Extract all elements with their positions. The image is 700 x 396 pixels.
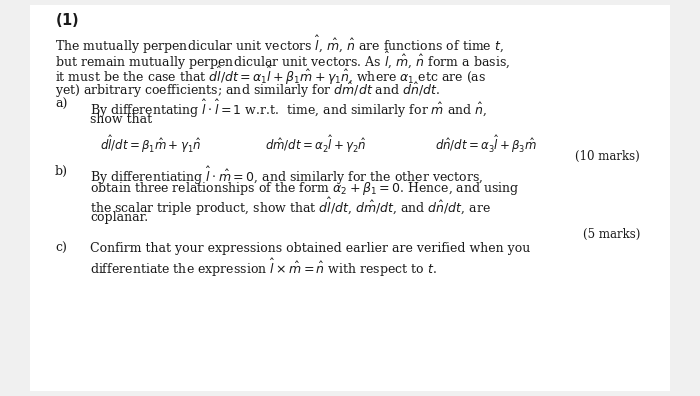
- Text: (5 marks): (5 marks): [582, 228, 640, 241]
- Text: show that: show that: [90, 113, 152, 126]
- Text: $d\hat{n}/dt = \alpha_3\hat{l} + \beta_3\hat{m}$: $d\hat{n}/dt = \alpha_3\hat{l} + \beta_3…: [435, 133, 537, 155]
- Text: (10 marks): (10 marks): [575, 149, 640, 162]
- Text: $d\hat{m}/dt = \alpha_2\hat{l} + \gamma_2\hat{n}$: $d\hat{m}/dt = \alpha_2\hat{l} + \gamma_…: [265, 133, 367, 155]
- Text: coplanar.: coplanar.: [90, 211, 148, 225]
- Text: By differentiating $\hat{l} \cdot \hat{m} = 0$, and similarly for the other vect: By differentiating $\hat{l} \cdot \hat{m…: [90, 165, 483, 187]
- Text: By differentating $\hat{l} \cdot \hat{l} = 1$ w.r.t.  time, and similarly for $\: By differentating $\hat{l} \cdot \hat{l}…: [90, 97, 487, 120]
- Text: Confirm that your expressions obtained earlier are verified when you: Confirm that your expressions obtained e…: [90, 242, 531, 255]
- FancyBboxPatch shape: [30, 5, 670, 391]
- Text: the scalar triple product, show that $d\hat{l}/dt$, $d\hat{m}/dt$, and $d\hat{n}: the scalar triple product, show that $d\…: [90, 196, 491, 218]
- Text: differentiate the expression $\hat{l} \times \hat{m} = \hat{n}$ with respect to : differentiate the expression $\hat{l} \t…: [90, 257, 437, 279]
- Text: yet) arbitrary coefficients; and similarly for $d\hat{m}/dt$ and $d\hat{n}/dt$.: yet) arbitrary coefficients; and similar…: [55, 80, 440, 99]
- Text: but remain mutually perpendicular unit vectors. As $\hat{l}$, $\hat{m}$, $\hat{n: but remain mutually perpendicular unit v…: [55, 50, 510, 72]
- Text: it must be the case that $d\hat{l}/dt = \alpha_1\hat{l} + \beta_1\hat{m} + \gamm: it must be the case that $d\hat{l}/dt = …: [55, 65, 486, 87]
- Text: $\mathbf{(1)}$: $\mathbf{(1)}$: [55, 11, 79, 29]
- Text: c): c): [55, 242, 67, 255]
- Text: a): a): [55, 97, 67, 110]
- Text: $d\hat{l}/dt = \beta_1\hat{m} + \gamma_1\hat{n}$: $d\hat{l}/dt = \beta_1\hat{m} + \gamma_1…: [100, 133, 202, 155]
- Text: b): b): [55, 165, 68, 178]
- Text: The mutually perpendicular unit vectors $\hat{l}$, $\hat{m}$, $\hat{n}$ are func: The mutually perpendicular unit vectors …: [55, 34, 504, 56]
- Text: obtain three relationships of the form $\alpha_2 + \beta_1 = 0$. Hence, and usin: obtain three relationships of the form $…: [90, 181, 519, 198]
